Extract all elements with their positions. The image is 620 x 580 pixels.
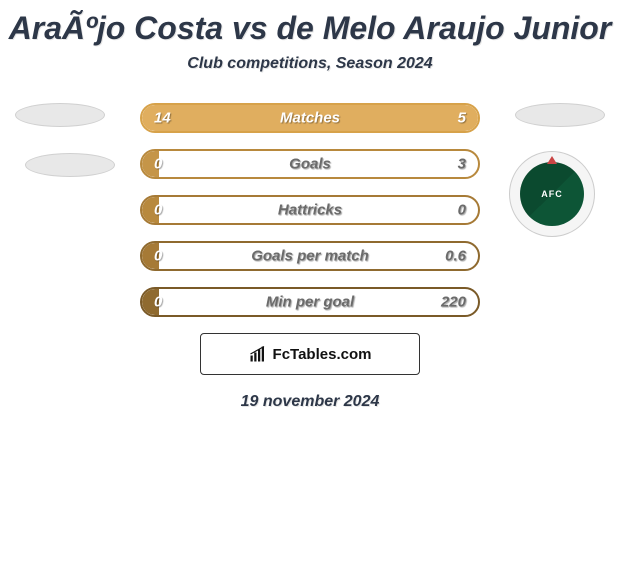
- stat-label: Goals per match: [251, 248, 369, 265]
- stat-value-right: 0.6: [445, 248, 466, 265]
- stat-row: 14 Matches 5: [140, 103, 480, 133]
- stat-value-left: 14: [154, 110, 171, 127]
- player1-avatar-placeholder-1: [15, 103, 105, 127]
- stat-bars: 14 Matches 5 0 Goals 3 0 Hattricks 0 0 Goals per m…: [140, 103, 480, 317]
- chart-icon: [249, 345, 267, 363]
- stat-row: 0 Min per goal 220: [140, 287, 480, 317]
- stat-value-left: 0: [154, 156, 162, 173]
- player2-avatar-placeholder: [515, 103, 605, 127]
- stat-value-right: 3: [458, 156, 466, 173]
- stat-label: Matches: [280, 110, 340, 127]
- page-title: AraÃºjo Costa vs de Melo Araujo Junior: [0, 0, 620, 47]
- stat-value-left: 0: [154, 248, 162, 265]
- team-badge-inner: AFC: [520, 162, 584, 226]
- stat-value-right: 0: [458, 202, 466, 219]
- date-label: 19 november 2024: [0, 393, 620, 411]
- attribution-box: FcTables.com: [200, 333, 420, 375]
- attribution-text: FcTables.com: [273, 346, 372, 363]
- stat-value-left: 0: [154, 294, 162, 311]
- player1-avatar-placeholder-2: [25, 153, 115, 177]
- comparison-content: AFC 14 Matches 5 0 Goals 3 0 Hattricks 0 0 Goals p…: [0, 103, 620, 411]
- stat-row: 0 Goals 3: [140, 149, 480, 179]
- stat-label: Hattricks: [278, 202, 342, 219]
- stat-row: 0 Hattricks 0: [140, 195, 480, 225]
- team-badge: AFC: [509, 151, 595, 237]
- stat-value-right: 5: [458, 110, 466, 127]
- stat-value-right: 220: [441, 294, 466, 311]
- subtitle: Club competitions, Season 2024: [0, 55, 620, 73]
- stat-value-left: 0: [154, 202, 162, 219]
- stat-label: Goals: [289, 156, 331, 173]
- stat-fill-left: [142, 105, 384, 131]
- stat-label: Min per goal: [266, 294, 354, 311]
- stat-row: 0 Goals per match 0.6: [140, 241, 480, 271]
- team-badge-text: AFC: [541, 189, 563, 199]
